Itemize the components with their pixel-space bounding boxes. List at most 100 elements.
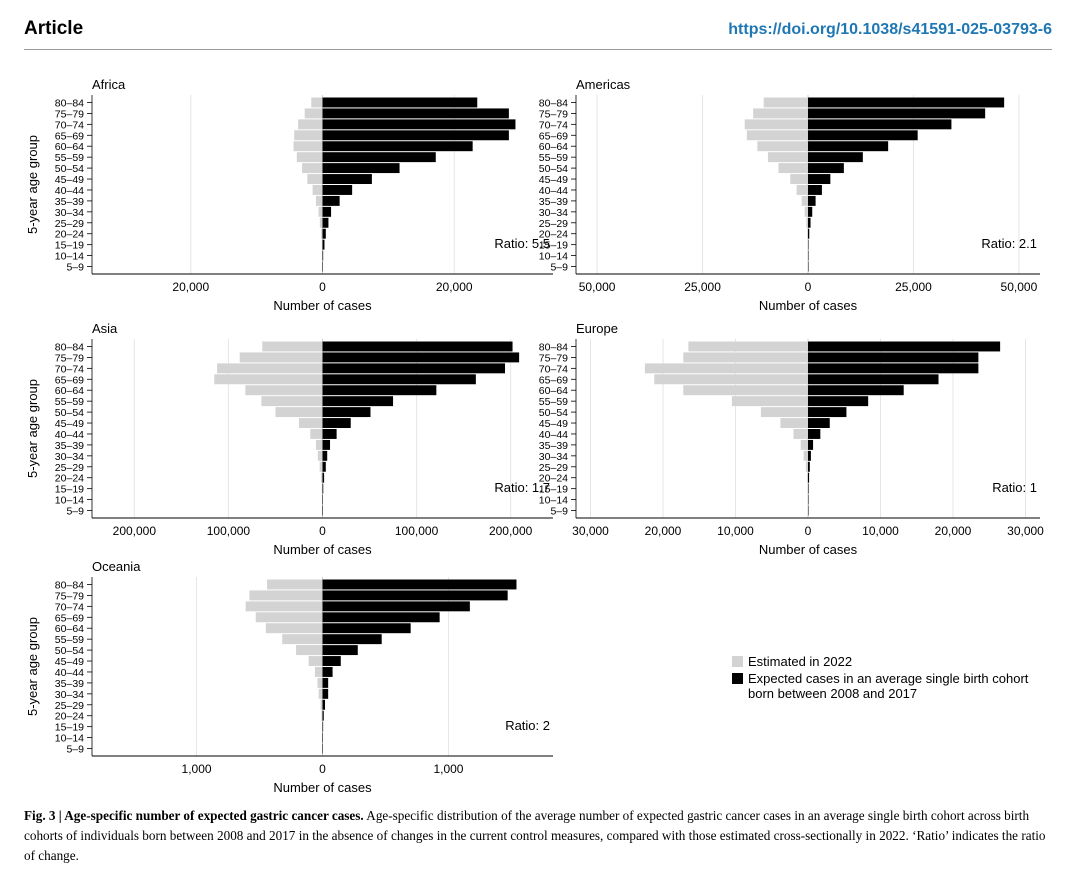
bar-expected xyxy=(322,374,476,385)
legend-label-expected: Expected cases in an average single birt… xyxy=(748,671,1029,701)
bar-estimated xyxy=(803,450,808,461)
y-tick-label: 15–19 xyxy=(539,484,568,496)
bar-expected xyxy=(808,141,889,152)
y-tick-label: 15–19 xyxy=(55,240,84,252)
bar-estimated xyxy=(265,623,323,634)
y-tick-label: 30–34 xyxy=(539,207,568,219)
bar-expected xyxy=(322,119,516,130)
bar-estimated xyxy=(302,163,323,174)
chart-panel-oceania: Oceania 1,000 0 1,000 80–8475–7970–7465–6960… xyxy=(25,559,553,795)
bar-expected xyxy=(322,645,358,656)
x-tick-label: 20,000 xyxy=(935,524,972,538)
x-tick-label: 50,000 xyxy=(1001,280,1038,294)
x-axis-label: Number of cases xyxy=(759,298,858,313)
bar-expected xyxy=(322,396,394,407)
y-tick-label: 30–34 xyxy=(55,689,84,701)
y-tick-label: 25–29 xyxy=(55,462,84,474)
y-tick-label: 30–34 xyxy=(55,451,84,463)
x-tick-label: 100,000 xyxy=(395,524,439,538)
bar-estimated xyxy=(315,195,323,206)
bar-estimated xyxy=(318,206,323,217)
bar-estimated xyxy=(319,461,323,472)
bar-expected xyxy=(322,579,517,590)
x-tick-label: 20,000 xyxy=(172,280,209,294)
legend-item-expected: Expected cases in an average single birt… xyxy=(732,671,1048,701)
y-tick-label: 50–54 xyxy=(55,645,84,657)
y-tick-label: 50–54 xyxy=(539,407,568,419)
y-tick-label: 5–9 xyxy=(550,506,568,518)
y-tick-label: 5–9 xyxy=(66,262,84,274)
y-tick-label: 55–59 xyxy=(55,396,84,408)
y-tick-label: 55–59 xyxy=(539,396,568,408)
x-tick-label: 25,000 xyxy=(684,280,721,294)
bar-estimated xyxy=(731,396,808,407)
y-tick-label: 80–84 xyxy=(539,97,568,109)
bar-expected xyxy=(808,185,822,195)
y-tick-label: 40–44 xyxy=(55,667,84,679)
caption-text: Age-specific distribution of the average… xyxy=(24,808,1046,863)
caption-label: Fig. 3 | Age-specific number of expected… xyxy=(24,808,364,823)
bar-estimated xyxy=(293,141,323,152)
bar-expected xyxy=(808,385,904,396)
bar-expected xyxy=(322,699,326,710)
x-axis-label: Number of cases xyxy=(273,780,372,795)
bar-expected xyxy=(322,483,324,494)
bar-expected xyxy=(322,239,325,250)
y-tick-label: 55–59 xyxy=(539,152,568,164)
bar-estimated xyxy=(807,228,808,239)
bar-expected xyxy=(322,407,371,418)
bar-estimated xyxy=(793,429,808,439)
y-tick-label: 60–64 xyxy=(55,141,84,153)
bar-estimated xyxy=(307,174,323,184)
bar-estimated xyxy=(780,418,808,428)
bar-estimated xyxy=(245,385,323,396)
bar-expected xyxy=(322,505,323,516)
chart-panel-americas: Americas 50,000 25,000 0 25,000 50,000 80–8475… xyxy=(539,77,1040,313)
y-tick-label: 20–24 xyxy=(539,473,568,485)
bar-expected xyxy=(808,217,811,228)
x-axis-label: Number of cases xyxy=(759,542,858,557)
x-tick-label: 0 xyxy=(805,524,812,538)
bar-expected xyxy=(808,250,809,261)
doi-link[interactable]: https://doi.org/10.1038/s41591-025-03793… xyxy=(728,21,1052,38)
y-tick-label: 60–64 xyxy=(55,623,84,635)
y-tick-label: 65–69 xyxy=(55,130,84,142)
y-tick-label: 65–69 xyxy=(539,130,568,142)
legend-item-estimated: Estimated in 2022 xyxy=(732,654,1048,669)
x-tick-label: 1,000 xyxy=(182,762,212,776)
bar-expected xyxy=(322,185,353,195)
bar-estimated xyxy=(217,363,323,374)
bar-estimated xyxy=(298,418,323,428)
y-tick-label: 60–64 xyxy=(539,141,568,153)
bar-estimated xyxy=(296,152,323,163)
y-tick-label: 15–19 xyxy=(55,722,84,734)
legend: Estimated in 2022 Expected cases in an a… xyxy=(732,654,1048,703)
bar-expected xyxy=(808,494,809,505)
section-label: Article xyxy=(24,18,84,39)
y-tick-label: 30–34 xyxy=(539,451,568,463)
bar-estimated xyxy=(757,141,808,152)
bar-expected xyxy=(322,667,333,677)
bar-estimated xyxy=(262,341,323,352)
y-tick-label: 10–14 xyxy=(539,495,568,507)
y-tick-label: 10–14 xyxy=(55,495,84,507)
bar-estimated xyxy=(807,239,809,250)
y-tick-label: 5–9 xyxy=(66,506,84,518)
ratio-annotation: Ratio: 1.7 xyxy=(494,480,550,495)
x-tick-label: 30,000 xyxy=(1007,524,1044,538)
y-tick-label: 55–59 xyxy=(55,634,84,646)
ratio-annotation: Ratio: 5.5 xyxy=(494,236,550,251)
bar-expected xyxy=(322,250,324,261)
x-tick-label: 30,000 xyxy=(572,524,609,538)
bar-estimated xyxy=(321,472,323,483)
y-tick-label: 40–44 xyxy=(539,429,568,441)
bar-estimated xyxy=(322,732,323,743)
chart-panel-africa: Africa 20,000 0 20,000 80–8475–7970–7465–696… xyxy=(25,77,553,313)
panel-title: Africa xyxy=(92,77,126,92)
y-tick-label: 20–24 xyxy=(55,711,84,723)
header-divider xyxy=(24,49,1052,50)
y-tick-label: 65–69 xyxy=(55,374,84,386)
bar-expected xyxy=(322,261,323,272)
bar-estimated xyxy=(644,363,808,374)
y-tick-label: 10–14 xyxy=(55,733,84,745)
